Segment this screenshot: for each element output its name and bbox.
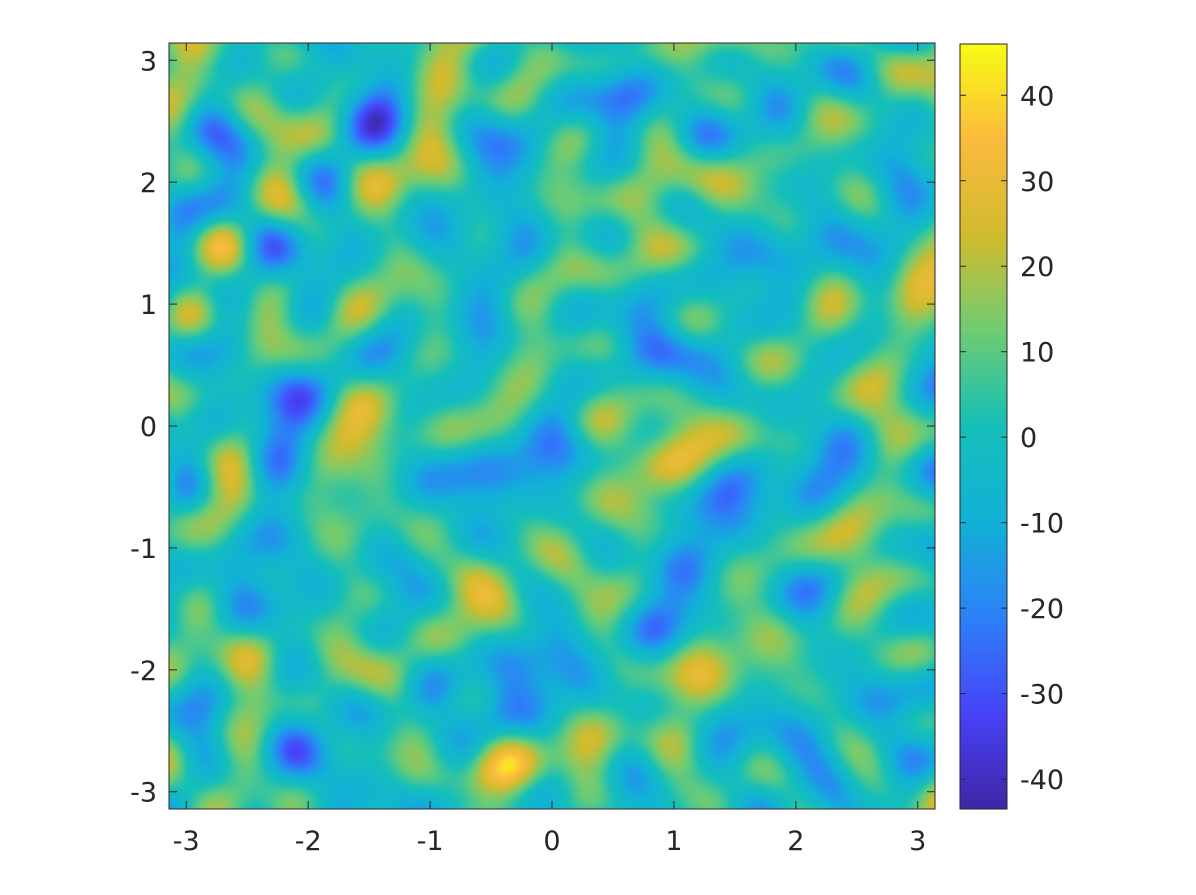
x-tick-label: 3 [909,826,926,857]
x-tick-label: -3 [173,826,200,857]
colorbar-gradient [960,44,1007,809]
colorbar-tick-label: 40 [1020,81,1054,112]
colorbar-tick-label: 0 [1020,423,1037,454]
y-tick-label: -1 [130,534,157,565]
y-axis-ticks: -3 -2 -1 0 1 2 3 [130,46,935,809]
heatmap-image [169,43,935,809]
colorbar-tick-label: -40 [1020,765,1064,796]
colorbar-tick-label: 20 [1020,252,1054,283]
x-tick-label: -1 [417,826,444,857]
colorbar-tick-label: -20 [1020,594,1064,625]
y-tick-label: -2 [130,656,157,687]
x-tick-label: 0 [543,826,560,857]
y-tick-label: -3 [130,778,157,809]
x-tick-label: 1 [665,826,682,857]
plot-axes-box [168,42,936,810]
y-tick-label: 2 [140,168,157,199]
colorbar-tick-label: -10 [1020,509,1064,540]
colorbar-tick-label: 10 [1020,338,1054,369]
colorbar-tick-label: -30 [1020,680,1064,711]
y-tick-label: 3 [140,46,157,77]
x-tick-label: -2 [295,826,322,857]
x-axis-ticks: -3 -2 -1 0 1 2 3 [173,43,926,857]
colorbar-tick-label: 30 [1020,167,1054,198]
y-tick-label: 1 [140,290,157,321]
colorbar-ticks: 40 30 20 10 0 -10 -20 -30 -40 [960,81,1064,796]
x-tick-label: 2 [787,826,804,857]
y-tick-label: 0 [140,412,157,443]
colorbar-box [959,43,1008,810]
